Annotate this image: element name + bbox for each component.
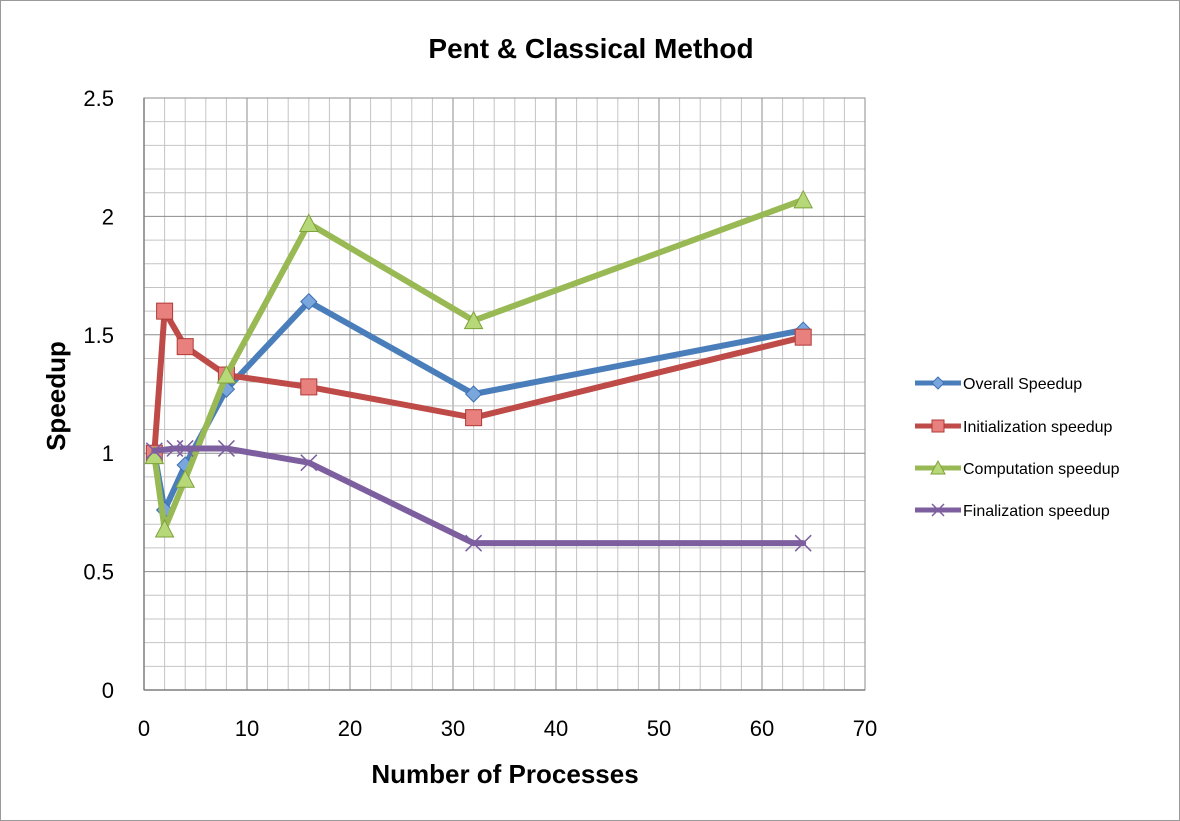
finalization-speedup-point — [176, 439, 194, 457]
marker-stroke — [794, 534, 812, 552]
overall-speedup-point — [300, 292, 318, 311]
marker-stroke — [145, 442, 163, 460]
legend: Overall Speedup Initialization speedup Com… — [915, 376, 1120, 520]
legend-label: Computation speedup — [963, 461, 1120, 478]
y-tick-label: 2.5 — [83, 86, 114, 111]
computation-speedup-point — [793, 189, 814, 209]
computation-speedup-point — [175, 469, 196, 488]
computation-speedup-point — [154, 518, 175, 538]
y-tick-label: 2 — [102, 204, 114, 229]
series-group — [144, 189, 814, 552]
computation-speedup-point — [463, 310, 484, 330]
x-tick-label: 30 — [441, 716, 465, 741]
initialization-speedup-point — [176, 338, 194, 356]
legend-item-initialization-speedup: Initialization speedup — [915, 419, 1113, 436]
y-tick-label: 0.5 — [83, 560, 114, 585]
finalization-speedup-point — [465, 534, 483, 552]
marker-stroke — [217, 439, 235, 457]
x-tick-label: 60 — [750, 716, 774, 741]
chart-title: Pent & Classical Method — [428, 33, 753, 64]
initialization-speedup-point — [794, 328, 812, 346]
x-tick-label: 10 — [235, 716, 259, 741]
overall-speedup-point — [464, 385, 483, 403]
marker-stroke — [300, 454, 318, 472]
finalization-speedup-point — [794, 534, 812, 552]
initialization-speedup-point — [465, 409, 483, 427]
axes: 0 10 20 30 40 50 60 70 0 0.5 1 1.5 2 2.5 — [83, 86, 877, 741]
x-tick-label: 50 — [647, 716, 671, 741]
legend-marker — [931, 419, 945, 433]
marker-stroke — [465, 534, 483, 552]
initialization-speedup-point — [156, 302, 174, 320]
legend-label: Initialization speedup — [963, 419, 1113, 436]
grid — [143, 97, 866, 691]
legend-label: Finalization speedup — [963, 503, 1110, 520]
computation-speedup-point — [298, 213, 319, 233]
series-computation-speedup — [144, 189, 814, 538]
x-tick-label: 20 — [338, 716, 362, 741]
legend-item-finalization-speedup: Finalization speedup — [915, 503, 1110, 520]
marker-stroke — [176, 439, 194, 457]
initialization-speedup-point — [300, 378, 318, 396]
series-finalization-speedup — [145, 439, 812, 552]
x-tick-label: 40 — [544, 716, 568, 741]
legend-marker — [931, 376, 945, 390]
finalization-speedup-point — [217, 439, 235, 457]
finalization-speedup-line — [151, 445, 807, 547]
computation-speedup-point — [216, 364, 237, 384]
x-tick-label: 0 — [138, 716, 150, 741]
finalization-speedup-point — [145, 442, 163, 460]
y-tick-label: 1.5 — [83, 323, 114, 348]
x-axis-title: Number of Processes — [371, 759, 638, 789]
legend-marker — [931, 503, 945, 517]
legend-item-overall-speedup: Overall Speedup — [915, 376, 1082, 393]
y-tick-label: 1 — [102, 441, 114, 466]
legend-marker — [930, 459, 946, 475]
x-tick-label: 70 — [853, 716, 877, 741]
plot-area-border — [143, 97, 866, 691]
finalization-speedup-point — [300, 454, 318, 472]
legend-item-computation-speedup: Computation speedup — [915, 459, 1120, 478]
y-axis-title: Speedup — [41, 341, 71, 451]
y-tick-label: 0 — [102, 678, 114, 703]
marker-stroke — [931, 503, 945, 517]
legend-label: Overall Speedup — [963, 376, 1082, 393]
